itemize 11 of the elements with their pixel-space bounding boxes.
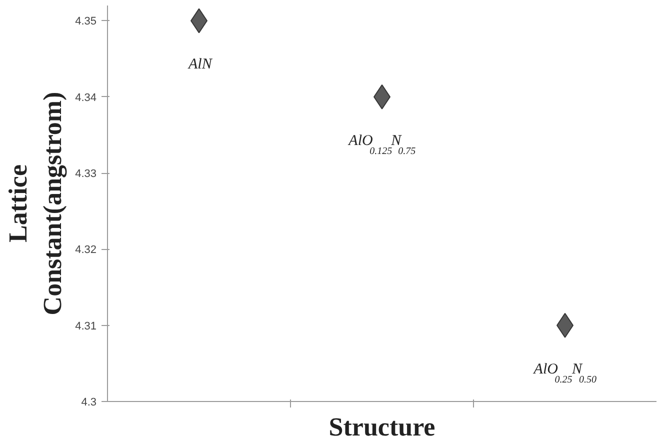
y-tick-label: 4.33 <box>75 168 97 180</box>
y-tick-label: 4.32 <box>75 244 97 256</box>
y-tick-label: 4.35 <box>75 16 97 28</box>
y-tick-label: 4.3 <box>81 396 97 408</box>
y-tick-label: 4.31 <box>75 320 97 332</box>
y-tick-label: 4.34 <box>75 92 97 104</box>
annotation: AlO0.125N0.75 <box>348 132 416 157</box>
annotation: AlO0.25N0.50 <box>532 361 596 386</box>
annotation: AlN <box>188 56 213 73</box>
x-axis-title: Structure <box>328 412 436 442</box>
y-axis-title: Lattice Constant(angstrom) <box>3 92 68 316</box>
